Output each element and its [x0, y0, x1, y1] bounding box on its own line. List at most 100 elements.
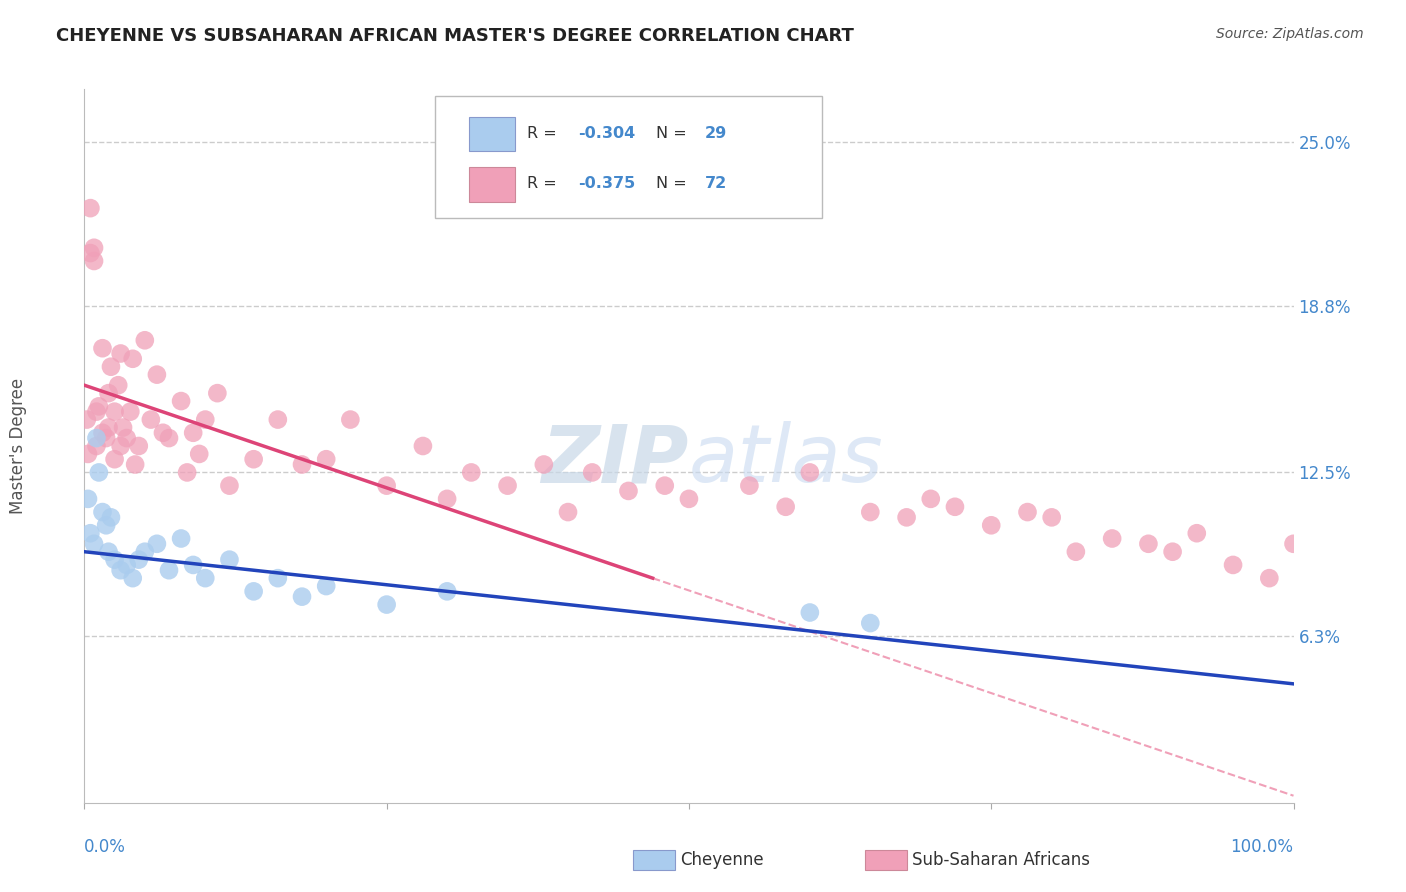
Point: [77, 447, 100, 461]
Text: -0.375: -0.375: [578, 177, 636, 191]
Point: [139, 412, 162, 426]
Point: [83, 241, 105, 255]
Point: [79, 201, 101, 215]
Point: [533, 458, 555, 472]
Point: [83, 537, 105, 551]
Text: 29: 29: [704, 126, 727, 141]
Point: [115, 431, 138, 445]
Text: Master's Degree: Master's Degree: [8, 378, 27, 514]
Point: [1222, 558, 1244, 572]
Point: [375, 478, 398, 492]
FancyBboxPatch shape: [434, 96, 823, 218]
Point: [267, 412, 290, 426]
Point: [339, 412, 361, 426]
Point: [146, 368, 169, 382]
Point: [91, 425, 114, 440]
Point: [87, 466, 110, 480]
Point: [115, 558, 138, 572]
Point: [920, 491, 942, 506]
Point: [128, 439, 150, 453]
FancyBboxPatch shape: [468, 117, 515, 152]
Point: [91, 341, 114, 355]
Point: [436, 491, 458, 506]
Point: [112, 420, 135, 434]
Point: [181, 425, 204, 440]
Point: [1101, 532, 1123, 546]
Point: [242, 452, 264, 467]
Point: [170, 394, 193, 409]
Text: Sub-Saharan Africans: Sub-Saharan Africans: [912, 851, 1091, 869]
Point: [176, 466, 198, 480]
Point: [375, 598, 398, 612]
Point: [242, 584, 264, 599]
Point: [1185, 526, 1208, 541]
Point: [86, 404, 108, 418]
Text: ZIP: ZIP: [541, 421, 689, 500]
Point: [104, 404, 127, 418]
Point: [79, 246, 101, 260]
Point: [980, 518, 1002, 533]
Point: [100, 359, 122, 374]
Point: [157, 431, 180, 445]
Point: [738, 478, 761, 492]
Point: [291, 458, 314, 472]
Point: [91, 505, 114, 519]
Text: Source: ZipAtlas.com: Source: ZipAtlas.com: [1216, 27, 1364, 41]
Point: [110, 563, 132, 577]
Point: [157, 563, 180, 577]
Point: [859, 505, 882, 519]
Point: [104, 452, 127, 467]
FancyBboxPatch shape: [468, 168, 515, 202]
Point: [1017, 505, 1039, 519]
Point: [77, 491, 100, 506]
Point: [97, 386, 120, 401]
Point: [943, 500, 966, 514]
Point: [124, 458, 146, 472]
Point: [460, 466, 482, 480]
Point: [121, 351, 143, 366]
Point: [170, 532, 193, 546]
Point: [1161, 545, 1184, 559]
Point: [799, 606, 821, 620]
Point: [94, 518, 117, 533]
Point: [617, 483, 640, 498]
Point: [1137, 537, 1160, 551]
Point: [76, 412, 98, 426]
Point: [120, 404, 142, 418]
Point: [87, 400, 110, 414]
Point: [152, 425, 174, 440]
Text: 0.0%: 0.0%: [84, 838, 127, 856]
Point: [107, 378, 129, 392]
Point: [86, 431, 108, 445]
Point: [94, 431, 117, 445]
Point: [97, 420, 120, 434]
Point: [496, 478, 519, 492]
Point: [291, 590, 314, 604]
Text: 100.0%: 100.0%: [1230, 838, 1294, 856]
Point: [134, 333, 156, 347]
Point: [104, 552, 127, 566]
Text: atlas: atlas: [689, 421, 884, 500]
Text: -0.304: -0.304: [578, 126, 636, 141]
Point: [315, 452, 337, 467]
Point: [110, 439, 132, 453]
Point: [315, 579, 337, 593]
Point: [188, 447, 211, 461]
Point: [110, 346, 132, 360]
Point: [181, 558, 204, 572]
Point: [83, 254, 105, 268]
Point: [436, 584, 458, 599]
Text: R =: R =: [527, 177, 562, 191]
Point: [1258, 571, 1281, 585]
Point: [218, 552, 240, 566]
Point: [194, 571, 217, 585]
Point: [218, 478, 240, 492]
Text: N =: N =: [657, 126, 692, 141]
Point: [128, 552, 150, 566]
Point: [412, 439, 434, 453]
Point: [134, 545, 156, 559]
Point: [654, 478, 676, 492]
Text: Cheyenne: Cheyenne: [681, 851, 763, 869]
Point: [146, 537, 169, 551]
Text: R =: R =: [527, 126, 562, 141]
